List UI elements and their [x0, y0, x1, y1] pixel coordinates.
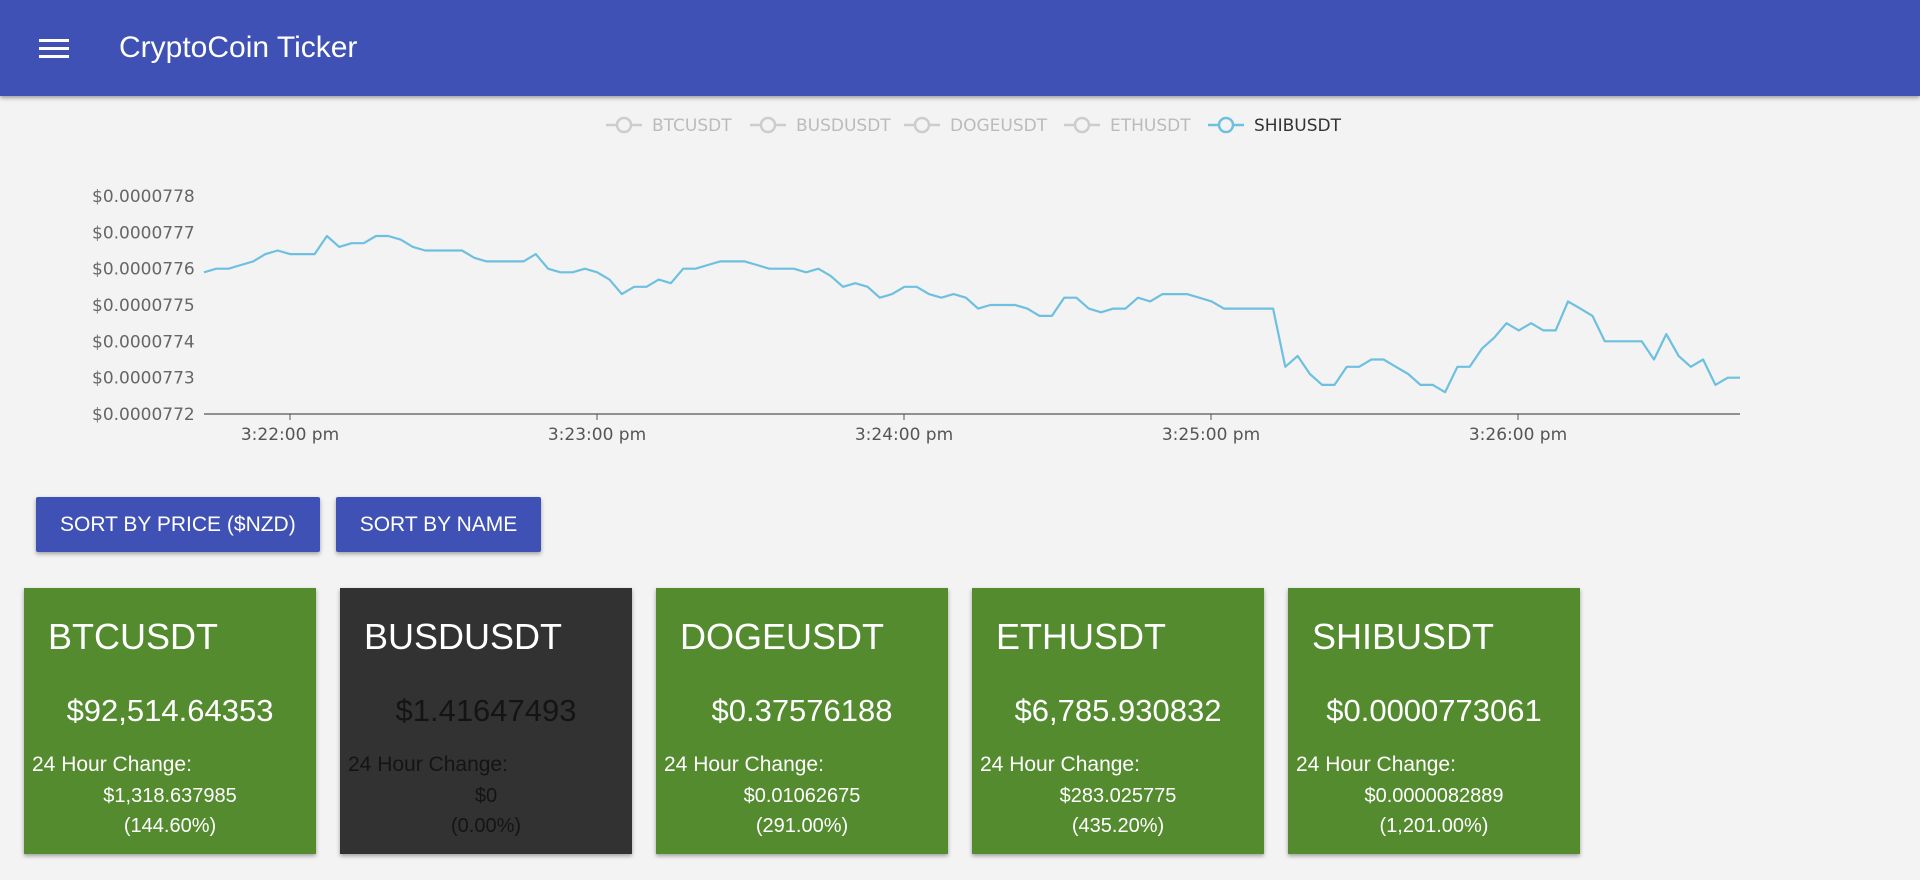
card-change-label: 24 Hour Change:	[348, 753, 508, 776]
series-line-shibusdt	[203, 234, 1740, 394]
card-change-label: 24 Hour Change:	[980, 753, 1140, 776]
legend-label: ETHUSDT	[1110, 116, 1191, 136]
card-change-label: 24 Hour Change:	[664, 753, 824, 776]
card-coin-name: ETHUSDT	[996, 616, 1166, 657]
x-tick-label: 3:26:00 pm	[1469, 425, 1567, 445]
app-title: CryptoCoin Ticker	[119, 31, 358, 64]
x-tick-label: 3:23:00 pm	[548, 425, 646, 445]
card-change-label: 24 Hour Change:	[32, 753, 192, 776]
card-coin-name: BUSDUSDT	[364, 616, 563, 657]
legend-item-dogeusdt[interactable]: DOGEUSDT	[904, 116, 1048, 136]
x-tick-label: 3:25:00 pm	[1162, 425, 1260, 445]
card-change-amount: $283.025775	[1059, 785, 1177, 807]
series-lines	[203, 234, 1740, 394]
card-coin-name: BTCUSDT	[48, 616, 218, 657]
legend-label: DOGEUSDT	[950, 116, 1048, 136]
legend-item-btcusdt[interactable]: BTCUSDT	[606, 116, 732, 136]
price-line-chart: BTCUSDT BUSDUSDT DOGEUSDT ETHUSDT SHIBUSDT $…	[92, 116, 1740, 445]
card-price: $6,785.930832	[1014, 693, 1222, 728]
card-change-percent: (1,201.00%)	[1379, 815, 1489, 837]
card-change-amount: $0.01062675	[743, 785, 861, 807]
card-price: $92,514.64353	[66, 693, 274, 728]
card-coin-name: SHIBUSDT	[1312, 616, 1495, 657]
y-tick-label: $0.0000778	[92, 187, 195, 207]
card-change-amount: $1,318.637985	[103, 785, 237, 807]
card-price: $0.37576188	[711, 693, 893, 728]
y-tick-label: $0.0000776	[92, 260, 195, 280]
legend-label: BUSDUSDT	[796, 116, 891, 136]
card-change-amount: $0.0000082889	[1364, 785, 1504, 807]
card-price: $1.41647493	[395, 693, 577, 728]
sort-by-name-button[interactable]: SORT BY NAME	[335, 497, 542, 552]
legend-marker-icon	[913, 116, 931, 134]
y-tick-label: $0.0000775	[92, 296, 195, 316]
card-change-percent: (0.00%)	[450, 815, 522, 837]
y-tick-label: $0.0000772	[92, 405, 195, 425]
ticker-card-btcusdt[interactable]: BTCUSDT $92,514.64353 24 Hour Change: $1…	[24, 588, 316, 854]
card-change-percent: (144.60%)	[123, 815, 217, 837]
card-change-amount: $0	[474, 785, 498, 807]
sort-by-price-button[interactable]: SORT BY PRICE ($NZD)	[36, 497, 320, 552]
legend-marker-icon	[1217, 116, 1235, 134]
hamburger-menu-icon[interactable]	[24, 18, 84, 78]
chart-legend: BTCUSDT BUSDUSDT DOGEUSDT ETHUSDT SHIBUSDT	[606, 116, 1342, 136]
y-axis: $0.0000778 $0.0000777 $0.0000776 $0.0000775…	[92, 187, 195, 425]
ticker-card-dogeusdt[interactable]: DOGEUSDT $0.37576188 24 Hour Change: $0.…	[656, 588, 948, 854]
card-price: $0.0000773061	[1326, 693, 1542, 728]
ticker-card-shibusdt[interactable]: SHIBUSDT $0.0000773061 24 Hour Change: $…	[1288, 588, 1580, 854]
legend-item-shibusdt[interactable]: SHIBUSDT	[1208, 116, 1342, 136]
legend-item-ethusdt[interactable]: ETHUSDT	[1064, 116, 1191, 136]
y-tick-label: $0.0000777	[92, 223, 195, 243]
app-bar: CryptoCoin Ticker	[0, 0, 1920, 96]
card-change-percent: (435.20%)	[1071, 815, 1165, 837]
y-tick-label: $0.0000774	[92, 332, 195, 352]
card-change-percent: (291.00%)	[755, 815, 849, 837]
legend-marker-icon	[615, 116, 633, 134]
legend-item-busdusdt[interactable]: BUSDUSDT	[750, 116, 891, 136]
ticker-card-busdusdt[interactable]: BUSDUSDT $1.41647493 24 Hour Change: $0 …	[340, 588, 632, 854]
legend-label: SHIBUSDT	[1254, 116, 1342, 136]
card-change-label: 24 Hour Change:	[1296, 753, 1456, 776]
legend-label: BTCUSDT	[652, 116, 732, 136]
legend-marker-icon	[759, 116, 777, 134]
sort-button-group: SORT BY PRICE ($NZD) SORT BY NAME	[36, 497, 542, 552]
card-coin-name: DOGEUSDT	[680, 616, 885, 657]
x-tick-label: 3:24:00 pm	[855, 425, 953, 445]
ticker-card-list: BTCUSDT $92,514.64353 24 Hour Change: $1…	[24, 588, 1580, 854]
price-chart: BTCUSDT BUSDUSDT DOGEUSDT ETHUSDT SHIBUSDT $…	[0, 96, 1920, 466]
y-tick-label: $0.0000773	[92, 369, 195, 389]
legend-marker-icon	[1073, 116, 1091, 134]
x-axis: 3:22:00 pm 3:23:00 pm 3:24:00 pm 3:25:00 pm…	[204, 413, 1740, 445]
ticker-card-ethusdt[interactable]: ETHUSDT $6,785.930832 24 Hour Change: $2…	[972, 588, 1264, 854]
x-tick-label: 3:22:00 pm	[241, 425, 339, 445]
